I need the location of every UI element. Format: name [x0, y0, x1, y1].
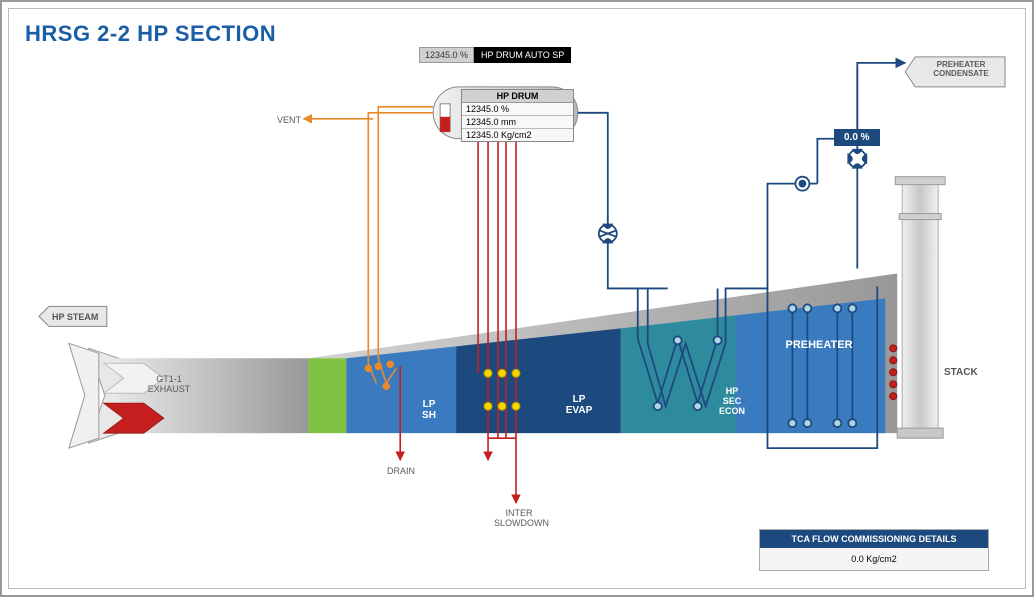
green-block [308, 358, 346, 433]
preheater-label: PREHEATER [779, 339, 859, 351]
hp-drum-auto-sp-label: HP DRUM AUTO SP [474, 47, 571, 63]
preheater-block [736, 298, 886, 433]
gt-exhaust-label: GT1-1 EXHAUST [139, 375, 199, 395]
lp-sh-label: LP SH [414, 399, 444, 421]
stack [895, 177, 945, 438]
hp-drum-row-1: 12345.0 mm [462, 116, 573, 128]
lp-evap-label: LP EVAP [559, 394, 599, 416]
tca-header: TCA FLOW COMMISSIONING DETAILS [760, 530, 988, 548]
preheater-condensate-label: PREHEATER CONDENSATE [921, 61, 1001, 79]
preheater-valve-pct: 0.0 % [834, 129, 880, 146]
hp-drum-readout: HP DRUM 12345.0 % 12345.0 mm 12345.0 Kg/… [461, 89, 574, 142]
stack-label: STACK [944, 367, 978, 378]
hp-drum-auto-sp: 12345.0 % HP DRUM AUTO SP [419, 47, 571, 63]
hp-drum-row-2: 12345.0 Kg/cm2 [462, 129, 573, 141]
red-piping [400, 139, 516, 503]
hp-drum-row-0: 12345.0 % [462, 103, 573, 115]
inter-slowdown-label: INTER SLOWDOWN [494, 509, 544, 529]
diagram-canvas: HRSG 2-2 HP SECTION [8, 8, 1026, 589]
hp-steam-label: HP STEAM [52, 312, 98, 322]
tca-value: 0.0 Kg/cm2 [760, 548, 988, 570]
hp-drum-auto-sp-value: 12345.0 % [419, 47, 474, 63]
lp-evap-block [456, 328, 621, 433]
hp-drum-header: HP DRUM [462, 90, 573, 103]
hp-sec-econ-label: HP SEC ECON [714, 387, 750, 417]
drain-label: DRAIN [387, 467, 415, 477]
vent-label: VENT [277, 116, 301, 126]
tca-panel: TCA FLOW COMMISSIONING DETAILS 0.0 Kg/cm… [759, 529, 989, 571]
